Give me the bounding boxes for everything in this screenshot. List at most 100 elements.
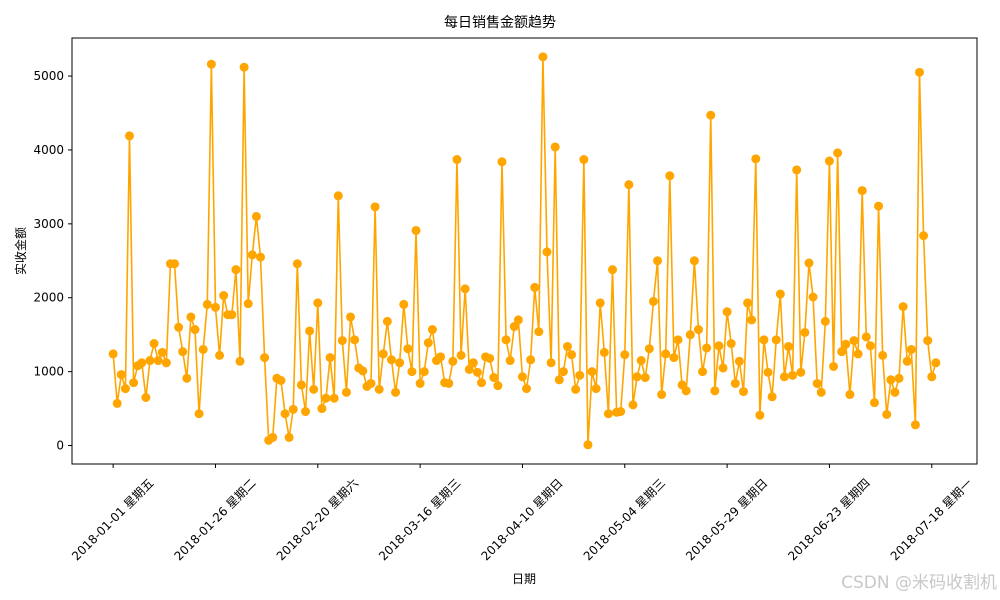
- data-point: [333, 191, 343, 201]
- data-point: [129, 378, 139, 388]
- data-point: [796, 367, 806, 377]
- y-axis-label: 实收金额: [13, 227, 28, 275]
- data-point: [243, 299, 253, 309]
- data-point: [301, 407, 311, 417]
- data-point: [653, 256, 663, 266]
- data-point: [317, 404, 327, 414]
- data-point: [734, 356, 744, 366]
- data-point: [407, 367, 417, 377]
- data-point: [178, 347, 188, 357]
- y-tick-label: 1000: [33, 365, 64, 379]
- data-point: [800, 327, 810, 337]
- data-point: [837, 347, 847, 357]
- data-point: [910, 420, 920, 430]
- data-point: [325, 353, 335, 363]
- data-point: [689, 256, 699, 266]
- data-point: [472, 367, 482, 377]
- data-point: [792, 165, 802, 175]
- data-point: [374, 384, 384, 394]
- data-point: [186, 312, 196, 322]
- data-point: [260, 353, 270, 363]
- data-point: [657, 390, 667, 400]
- data-point: [575, 370, 585, 380]
- data-point: [403, 344, 413, 354]
- data-point: [108, 349, 118, 359]
- data-point: [497, 157, 507, 167]
- data-point: [603, 409, 613, 419]
- data-point: [608, 265, 617, 275]
- data-point: [894, 373, 904, 383]
- data-point: [202, 299, 212, 309]
- data-point: [857, 186, 867, 196]
- data-point: [391, 387, 401, 397]
- data-point: [599, 347, 609, 357]
- data-point: [489, 373, 499, 383]
- data-point: [460, 284, 470, 294]
- data-point: [591, 384, 601, 394]
- data-point: [526, 355, 536, 365]
- data-point: [120, 384, 130, 394]
- data-point: [419, 367, 429, 377]
- data-point: [829, 361, 839, 371]
- data-point: [284, 432, 294, 442]
- data-point: [661, 349, 671, 359]
- data-point: [210, 302, 220, 312]
- data-point: [513, 315, 523, 325]
- data-point: [427, 325, 437, 335]
- data-point: [501, 335, 511, 345]
- data-point: [546, 358, 556, 368]
- y-tick-label: 4000: [33, 143, 64, 157]
- data-point: [505, 356, 515, 366]
- data-point: [812, 378, 822, 388]
- data-point: [170, 259, 180, 269]
- y-axis: 0 1000 2000 3000 4000 5000: [33, 69, 72, 453]
- data-point: [886, 375, 896, 385]
- data-point: [616, 407, 626, 417]
- data-point: [415, 378, 425, 388]
- data-point: [906, 344, 916, 354]
- data-point: [542, 247, 552, 257]
- data-point: [493, 381, 503, 391]
- data-point: [788, 370, 798, 380]
- data-point: [558, 367, 568, 377]
- data-point: [833, 148, 843, 158]
- data-point: [436, 352, 446, 362]
- chart-title: 每日销售金额趋势: [444, 15, 556, 31]
- data-point: [190, 325, 200, 335]
- data-point: [341, 387, 351, 397]
- data-point: [366, 378, 376, 388]
- data-point: [579, 155, 589, 165]
- data-point: [423, 338, 433, 348]
- data-point: [194, 409, 204, 419]
- data-point: [562, 342, 572, 352]
- y-tick-label: 5000: [33, 69, 64, 83]
- data-point: [673, 335, 683, 345]
- y-tick-label: 0: [56, 439, 64, 453]
- data-point: [804, 258, 814, 268]
- data-point: [206, 59, 216, 69]
- data-point: [509, 322, 519, 332]
- data-point: [215, 350, 225, 360]
- data-point: [624, 180, 634, 190]
- data-point: [644, 344, 654, 354]
- data-point: [395, 358, 405, 368]
- data-point: [296, 380, 306, 390]
- data-point: [329, 393, 339, 403]
- data-point: [452, 155, 462, 165]
- data-point: [382, 316, 392, 326]
- data-point: [350, 335, 360, 345]
- data-point: [157, 347, 167, 357]
- data-point: [931, 358, 941, 368]
- data-point: [444, 378, 454, 388]
- data-point: [771, 335, 781, 345]
- data-point: [874, 201, 884, 211]
- data-point: [538, 52, 548, 62]
- data-point: [137, 358, 147, 368]
- data-point: [370, 202, 380, 212]
- data-point: [869, 398, 879, 408]
- data-point: [174, 322, 184, 332]
- data-point: [648, 296, 658, 306]
- data-point: [231, 265, 241, 275]
- data-point: [914, 67, 924, 77]
